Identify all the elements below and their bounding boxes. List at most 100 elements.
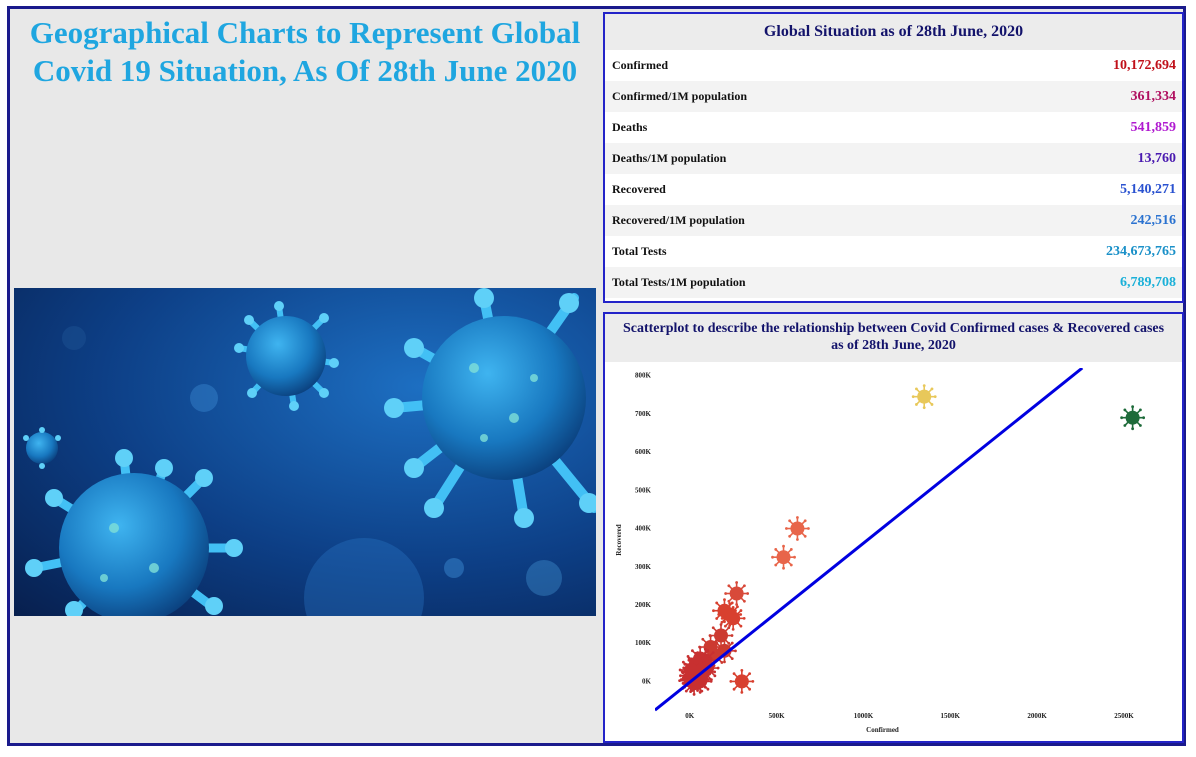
stat-value: 361,334	[1130, 88, 1177, 104]
x-tick-label: 1500K	[941, 712, 961, 720]
point-spike-tip	[681, 671, 685, 675]
stat-row: Recovered/1M population 242,516	[605, 205, 1182, 236]
x-tick-label: 2500K	[1114, 712, 1134, 720]
stat-label: Deaths/1M population	[612, 151, 727, 165]
x-tick-label: 1000K	[854, 712, 874, 720]
point-spike-tip	[743, 584, 746, 588]
point-spike-tip	[1131, 405, 1135, 409]
stats-heading: Global Situation as of 28th June, 2020	[605, 14, 1182, 50]
point-spike-tip	[915, 387, 918, 391]
y-tick-label: 100K	[635, 639, 652, 647]
point-spike-tip	[740, 669, 744, 672]
point-spike-tip	[697, 660, 701, 664]
point-spike-tip	[705, 655, 709, 659]
stat-row: Total Tests/1M population 6,789,708	[605, 267, 1182, 298]
virus-bottom-icon	[25, 449, 243, 616]
scatterplot-heading: Scatterplot to describe the relationship…	[605, 314, 1182, 362]
point-spike-tip	[1120, 416, 1124, 420]
point-spike-tip	[705, 662, 709, 666]
point-spike-tip	[930, 387, 934, 391]
x-tick-label: 2000K	[1027, 712, 1047, 720]
point-spike-tip	[1123, 424, 1127, 427]
stat-label: Total Tests	[612, 244, 667, 258]
point-core	[729, 586, 744, 601]
point-spike-tip	[681, 676, 685, 680]
point-spike-tip	[774, 548, 778, 551]
stat-row: Confirmed 10,172,694	[605, 50, 1182, 81]
point-spike-tip	[748, 672, 752, 676]
scatter-points	[678, 384, 1146, 696]
point-spike-tip	[713, 674, 717, 678]
point-spike-tip	[690, 687, 694, 691]
point-spike-tip	[746, 592, 750, 595]
point-spike-tip	[723, 638, 726, 642]
stats-rows: Confirmed 10,172,694 Confirmed/1M populati…	[605, 50, 1182, 298]
stat-value: 10,172,694	[1113, 57, 1176, 73]
point-spike-tip	[793, 555, 796, 559]
stat-label: Recovered	[612, 182, 666, 196]
scatterplot-chart: 0K 100K 200K 300K 400K 500K 600K 700K 800K 0K 500K…	[615, 368, 1146, 734]
global-situation-table: Global Situation as of 28th June, 2020 C…	[603, 12, 1184, 303]
point-spike-tip	[730, 634, 734, 637]
point-spike-tip	[709, 680, 713, 683]
point-spike-tip	[678, 679, 682, 683]
point-spike-tip	[803, 534, 807, 538]
scatter-point	[678, 657, 704, 683]
point-spike-tip	[702, 655, 705, 658]
point-spike-tip	[731, 627, 735, 631]
point-spike-tip	[690, 672, 694, 676]
point-spike-tip	[727, 641, 731, 645]
point-spike-tip	[720, 616, 724, 620]
point-spike-tip	[739, 624, 743, 628]
y-tick-label: 200K	[635, 601, 652, 609]
point-spike-tip	[732, 687, 736, 691]
point-spike-tip	[803, 519, 807, 523]
point-spike-tip	[706, 649, 710, 653]
stat-value: 242,516	[1130, 212, 1177, 228]
point-spike-tip	[701, 637, 705, 641]
point-spike-tip	[687, 658, 691, 662]
stat-row: Recovered 5,140,271	[605, 174, 1182, 205]
point-spike-tip	[774, 563, 778, 567]
point-spike-tip	[709, 657, 713, 660]
point-spike-tip	[715, 601, 719, 605]
point-spike-tip	[922, 384, 926, 388]
point-spike-tip	[742, 616, 746, 620]
point-core	[917, 389, 932, 404]
point-spike-tip	[692, 692, 696, 696]
stat-value: 234,673,765	[1106, 243, 1176, 259]
point-spike-tip	[736, 605, 739, 609]
y-tick-label: 600K	[635, 448, 652, 456]
point-spike-tip	[788, 519, 792, 523]
scatter-point	[1120, 405, 1146, 431]
point-spike-tip	[748, 687, 752, 691]
point-spike-tip	[688, 685, 692, 689]
point-spike-tip	[739, 613, 743, 616]
point-spike-tip	[1139, 408, 1142, 412]
point-spike-tip	[706, 672, 710, 676]
y-tick-label: 500K	[635, 486, 652, 494]
point-spike-tip	[702, 659, 706, 663]
point-spike-tip	[922, 406, 926, 410]
point-spike-tip	[723, 624, 727, 628]
y-tick-label: 0K	[642, 677, 652, 685]
point-spike-tip	[933, 395, 937, 399]
point-spike-tip	[711, 626, 715, 630]
stat-row: Total Tests 234,673,765	[605, 236, 1182, 267]
point-spike-tip	[782, 544, 785, 548]
point-spike-tip	[785, 527, 788, 530]
point-spike-tip	[686, 655, 690, 658]
point-spike-tip	[709, 634, 712, 638]
point-core	[790, 521, 805, 536]
point-spike-tip	[698, 669, 702, 672]
point-spike-tip	[727, 599, 731, 603]
point-spike-tip	[1142, 416, 1146, 420]
y-tick-label: 700K	[635, 410, 652, 418]
scatter-point	[911, 384, 937, 410]
point-spike-tip	[735, 603, 739, 606]
point-spike-tip	[727, 626, 731, 630]
point-spike-tip	[740, 691, 744, 694]
point-core	[1125, 410, 1140, 425]
point-spike-tip	[915, 403, 918, 406]
point-core	[776, 550, 791, 565]
